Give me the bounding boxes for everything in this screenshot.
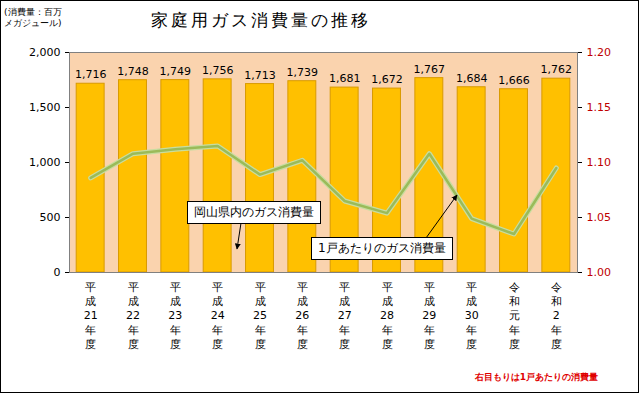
svg-text:0: 0 — [54, 266, 61, 279]
svg-text:1.00: 1.00 — [587, 266, 612, 279]
svg-text:1,748: 1,748 — [117, 65, 149, 78]
svg-text:1,716: 1,716 — [75, 68, 107, 81]
svg-text:1,756: 1,756 — [202, 64, 234, 77]
html-text:1戸あたりのガス消費量: 1戸あたりのガス消費量 — [318, 241, 446, 255]
svg-text:令和元年度: 令和元年度 — [509, 281, 520, 351]
svg-text:1,681: 1,681 — [329, 72, 361, 85]
svg-text:1,767: 1,767 — [414, 63, 446, 76]
html-text:右目もりは1戸あたりの消費量: 右目もりは1戸あたりの消費量 — [474, 372, 598, 382]
svg-text:1,672: 1,672 — [371, 73, 403, 86]
svg-text:1,684: 1,684 — [456, 72, 488, 85]
svg-text:2,000: 2,000 — [29, 46, 61, 59]
svg-text:平成27年度: 平成27年度 — [338, 281, 352, 351]
svg-text:1.15: 1.15 — [587, 101, 612, 114]
svg-text:1,749: 1,749 — [160, 65, 192, 78]
html-text:岡山県内のガス消費量: 岡山県内のガス消費量 — [194, 205, 314, 219]
svg-text:1.05: 1.05 — [587, 211, 612, 224]
svg-text:1.20: 1.20 — [587, 46, 612, 59]
svg-text:平成28年度: 平成28年度 — [380, 281, 394, 351]
svg-text:平成26年度: 平成26年度 — [295, 281, 309, 351]
svg-text:平成24年度: 平成24年度 — [211, 281, 225, 351]
svg-text:平成22年度: 平成22年度 — [126, 281, 140, 351]
svg-text:1,666: 1,666 — [498, 74, 530, 87]
svg-text:500: 500 — [40, 211, 61, 224]
svg-text:平成29年度: 平成29年度 — [422, 281, 436, 351]
svg-text:平成21年度: 平成21年度 — [84, 281, 98, 351]
svg-text:平成25年度: 平成25年度 — [253, 281, 267, 351]
svg-text:1,000: 1,000 — [29, 156, 61, 169]
svg-text:1,713: 1,713 — [244, 69, 276, 82]
svg-text:平成30年度: 平成30年度 — [465, 281, 479, 351]
svg-text:1,762: 1,762 — [541, 63, 573, 76]
svg-text:1,500: 1,500 — [29, 101, 61, 114]
html-text:(消費量：百万 メガジュール): (消費量：百万 メガジュール) — [4, 7, 62, 28]
html-text:家庭用ガス消費量の推移: 家庭用ガス消費量の推移 — [151, 10, 371, 30]
svg-text:1,739: 1,739 — [287, 66, 319, 79]
svg-text:平成23年度: 平成23年度 — [168, 281, 182, 351]
svg-text:1.10: 1.10 — [587, 156, 612, 169]
svg-text:令和2年度: 令和2年度 — [551, 281, 562, 351]
